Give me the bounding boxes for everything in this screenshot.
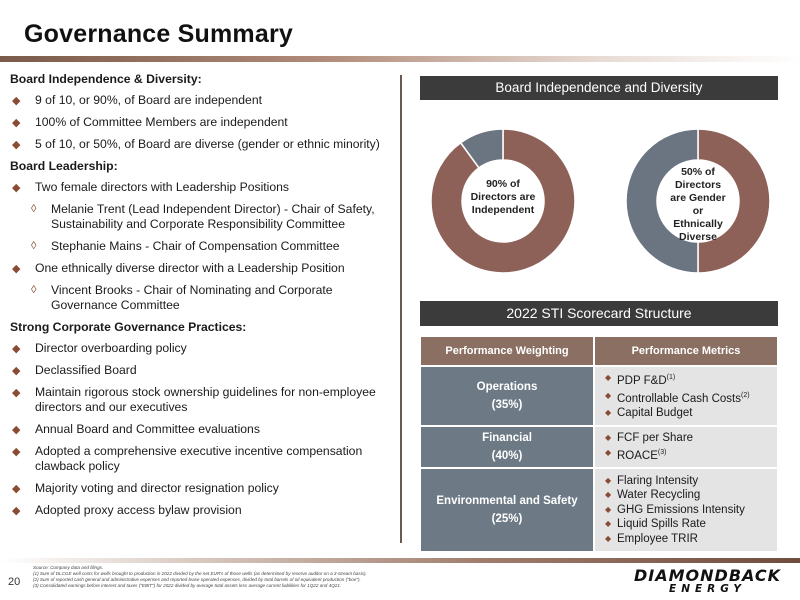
metric-item: ◆ Water Recycling <box>605 489 701 502</box>
scorecard-header: 2022 STI Scorecard Structure <box>420 301 778 326</box>
diamond-bullet-icon: ◆ <box>12 483 21 495</box>
bullet-item: ◆ 5 of 10, or 50%, of Board are diverse (… <box>12 137 380 151</box>
donut-non-diverse-segment <box>625 128 699 274</box>
bullet-item: ◆ 9 of 10, or 90%, of Board are independe… <box>12 93 262 107</box>
bullet-item: ◆ Annual Board and Committee evaluations <box>12 422 260 436</box>
metric-item: ◆ ROACE(3) <box>605 447 667 462</box>
diamond-bullet-icon: ◆ <box>12 182 21 194</box>
bullet-item: ◆ Two female directors with Leadership Po… <box>12 180 290 194</box>
table-row: Operations (35%) ◆ PDP F&D(1) ◆ Controllabl… <box>420 366 778 426</box>
diamond-bullet-icon: ◆ <box>12 139 21 151</box>
table-row: Environmental and Safety (25%) ◆ Flaring I… <box>420 467 778 552</box>
diamond-bullet-icon: ◆ <box>605 390 612 400</box>
metric-item: ◆ Capital Budget <box>605 407 693 420</box>
company-logo: DIAMONDBACK ENERGY <box>634 566 782 595</box>
section-heading-board: Board Independence & Diversity: <box>10 72 202 86</box>
title-underline <box>0 56 800 62</box>
metric-item: ◆ FCF per Share <box>605 432 694 444</box>
donut-diversity: 50% of Directors are Gender or Ethnicall… <box>625 128 771 274</box>
left-column: Board Independence & Diversity: ◆ 9 of 10… <box>10 72 390 525</box>
column-divider <box>400 75 402 543</box>
bullet-item: ◆ Majority voting and director resignatio… <box>12 481 279 495</box>
diamond-bullet-icon: ◆ <box>605 433 612 442</box>
donut-independence-label: 90% of Directors are Independent <box>470 178 536 216</box>
donut-diversity-label: 50% of Directors are Gender or Ethnicall… <box>670 166 726 243</box>
category-cell: Environmental and Safety (25%) <box>420 467 594 552</box>
diamond-bullet-icon: ◆ <box>605 447 612 457</box>
bullet-item: ◆ Adopted a comprehensive executive incen… <box>12 444 363 473</box>
category-cell: Financial (40%) <box>420 426 594 468</box>
donut-independence-chart <box>430 128 576 274</box>
diamond-bullet-icon: ◆ <box>605 490 612 500</box>
hollow-diamond-icon: ◊ <box>31 284 37 296</box>
col-header-weighting: Performance Weighting <box>420 336 594 366</box>
bullet-item: ◆ Declassified Board <box>12 363 137 377</box>
page-number: 20 <box>8 576 21 588</box>
hollow-diamond-icon: ◊ <box>31 240 37 252</box>
diamond-bullet-icon: ◆ <box>12 424 21 436</box>
sub-bullet-item: ◊ Vincent Brooks - Chair of Nominating an… <box>31 283 333 312</box>
diamond-bullet-icon: ◆ <box>605 373 612 383</box>
category-cell: Operations (35%) <box>420 366 594 426</box>
sub-bullet-item: ◊ Stephanie Mains - Chair of Compensation… <box>31 239 340 253</box>
diamond-bullet-icon: ◆ <box>12 365 21 377</box>
bullet-item: ◆ One ethnically diverse director with a … <box>12 261 345 275</box>
sub-bullet-item: ◊ Melanie Trent (Lead Independent Directo… <box>31 202 375 231</box>
board-diversity-header: Board Independence and Diversity <box>420 76 778 100</box>
bullet-item: ◆ Director overboarding policy <box>12 341 187 355</box>
diamond-bullet-icon: ◆ <box>605 408 612 418</box>
metric-item: ◆ GHG Emissions Intensity <box>605 503 745 516</box>
donut-independence: 90% of Directors are Independent <box>430 128 576 274</box>
bullet-item: ◆ Maintain rigorous stock ownership guide… <box>12 385 376 414</box>
diamond-bullet-icon: ◆ <box>12 343 21 355</box>
diamond-bullet-icon: ◆ <box>12 95 21 107</box>
metric-item: ◆ Flaring Intensity <box>605 474 699 487</box>
footer-bar <box>0 558 800 563</box>
metric-item: ◆ Controllable Cash Costs(2) <box>605 390 750 405</box>
metrics-cell: ◆ Flaring Intensity ◆ Water Recycling ◆ GHG… <box>594 467 778 552</box>
diamond-bullet-icon: ◆ <box>12 505 21 517</box>
diamond-bullet-icon: ◆ <box>12 263 21 275</box>
section-heading-practices: Strong Corporate Governance Practices: <box>10 320 247 334</box>
diamond-bullet-icon: ◆ <box>12 117 21 129</box>
footnote-source: Source: Company data and filings. <box>33 565 104 570</box>
diamond-bullet-icon: ◆ <box>12 446 21 458</box>
metric-item: ◆ PDP F&D(1) <box>605 373 676 388</box>
donut-diverse-segment <box>697 128 771 274</box>
bullet-item: ◆ Adopted proxy access bylaw provision <box>12 503 242 517</box>
donut-independent-segment <box>430 128 576 274</box>
diamond-bullet-icon: ◆ <box>12 387 21 399</box>
donut-non-independent-segment <box>459 128 504 169</box>
scorecard-table: Performance Weighting Performance Metric… <box>420 336 778 552</box>
table-row: Financial (40%) ◆ FCF per Share ◆ ROACE(3) <box>420 426 778 468</box>
col-header-metrics: Performance Metrics <box>594 336 778 366</box>
metrics-cell: ◆ PDP F&D(1) ◆ Controllable Cash Costs(2) … <box>594 366 778 426</box>
diamond-bullet-icon: ◆ <box>605 504 612 514</box>
page-title: Governance Summary <box>24 20 293 48</box>
footnote-3: (3) Consolidated earnings before interes… <box>33 583 342 588</box>
diamond-bullet-icon: ◆ <box>605 475 612 485</box>
bullet-item: ◆ 100% of Committee Members are independe… <box>12 115 288 129</box>
diamond-bullet-icon: ◆ <box>605 533 612 543</box>
footnotes: Source: Company data and filings. (1) Su… <box>33 565 603 589</box>
footnote-1: (1) Sum of DLCGE well costs for wells br… <box>33 571 367 576</box>
metric-item: ◆ Employee TRIR <box>605 532 698 545</box>
footnote-2: (2) Sum of reported cash general and adm… <box>33 577 361 582</box>
metrics-cell: ◆ FCF per Share ◆ ROACE(3) <box>594 426 778 468</box>
donut-diversity-chart <box>625 128 771 274</box>
metric-item: ◆ Liquid Spills Rate <box>605 518 706 531</box>
section-heading-leadership: Board Leadership: <box>10 159 118 173</box>
hollow-diamond-icon: ◊ <box>31 203 37 215</box>
diamond-bullet-icon: ◆ <box>605 519 612 529</box>
